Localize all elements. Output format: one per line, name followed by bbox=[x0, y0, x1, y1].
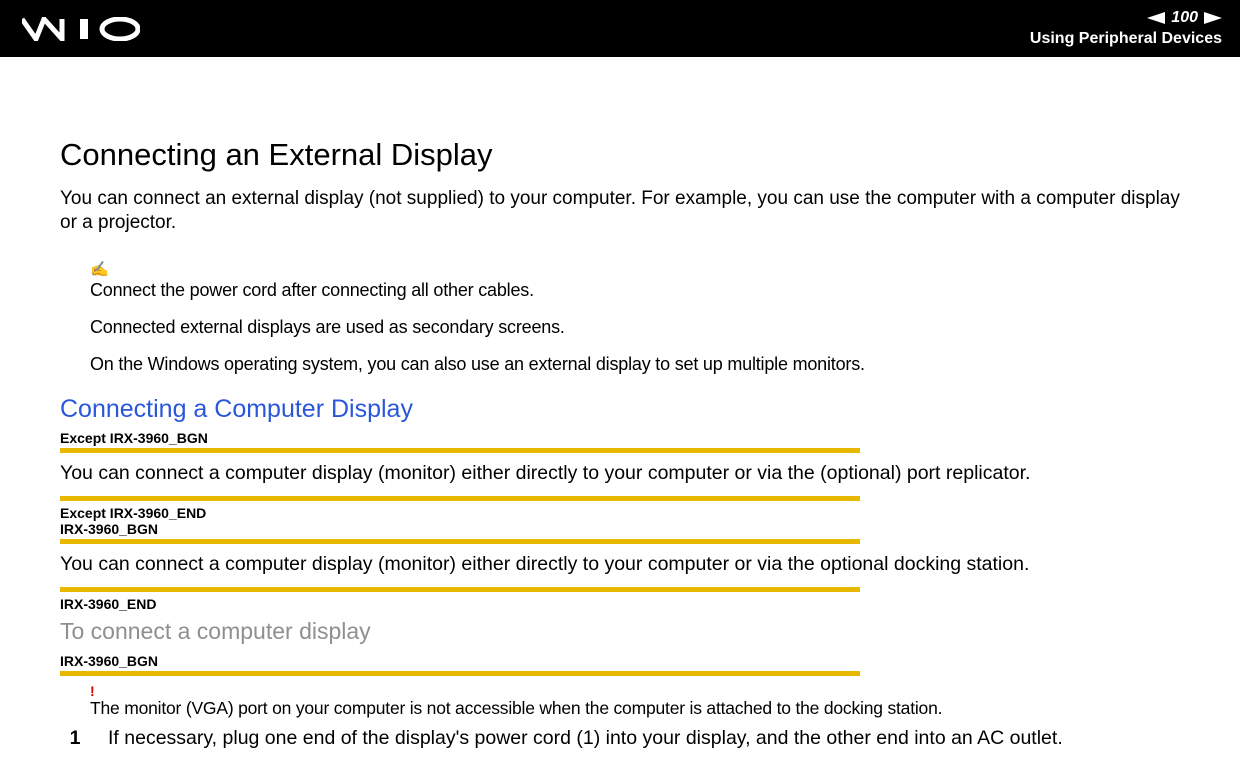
seg2-text: You can connect a computer display (moni… bbox=[60, 552, 1180, 577]
step-number: 1 bbox=[60, 727, 90, 750]
seg1-text: You can connect a computer display (moni… bbox=[60, 461, 1180, 486]
page-title: Connecting an External Display bbox=[60, 137, 1180, 173]
nav-next-icon[interactable] bbox=[1204, 12, 1222, 24]
marker-bar bbox=[60, 587, 860, 592]
step-row: 1 If necessary, plug one end of the disp… bbox=[60, 727, 1180, 750]
note-line: On the Windows operating system, you can… bbox=[90, 354, 1180, 375]
page-nav: 100 bbox=[1030, 10, 1222, 26]
page-content: Connecting an External Display You can c… bbox=[0, 57, 1240, 750]
header-right: 100 Using Peripheral Devices bbox=[1030, 10, 1222, 48]
note-block: ✍ Connect the power cord after connectin… bbox=[90, 260, 1180, 375]
nav-prev-icon[interactable] bbox=[1147, 12, 1165, 24]
marker-label: IRX-3960_BGN bbox=[60, 653, 1180, 669]
step-text: If necessary, plug one end of the displa… bbox=[108, 727, 1063, 750]
note-icon: ✍ bbox=[90, 260, 1180, 278]
vaio-logo bbox=[22, 17, 140, 41]
marker-label: IRX-3960_END bbox=[60, 596, 1180, 612]
marker-label: Except IRX-3960_END bbox=[60, 505, 1180, 521]
marker-label: IRX-3960_BGN bbox=[60, 521, 1180, 537]
warning-block: ! The monitor (VGA) port on your compute… bbox=[90, 684, 1180, 719]
section-name: Using Peripheral Devices bbox=[1030, 30, 1222, 48]
intro-paragraph: You can connect an external display (not… bbox=[60, 187, 1180, 236]
note-line: Connect the power cord after connecting … bbox=[90, 280, 1180, 301]
marker-bar bbox=[60, 671, 860, 676]
subsection-title[interactable]: Connecting a Computer Display bbox=[60, 395, 1180, 424]
warning-icon: ! bbox=[90, 684, 1180, 698]
page-number: 100 bbox=[1171, 10, 1198, 26]
vaio-logo-svg bbox=[22, 17, 140, 41]
page-header: 100 Using Peripheral Devices bbox=[0, 0, 1240, 57]
marker-bar bbox=[60, 539, 860, 544]
marker-bar bbox=[60, 448, 860, 453]
warning-text: The monitor (VGA) port on your computer … bbox=[90, 698, 1180, 719]
note-line: Connected external displays are used as … bbox=[90, 317, 1180, 338]
procedure-title: To connect a computer display bbox=[60, 618, 1180, 645]
marker-bar bbox=[60, 496, 860, 501]
marker-label: Except IRX-3960_BGN bbox=[60, 430, 1180, 446]
